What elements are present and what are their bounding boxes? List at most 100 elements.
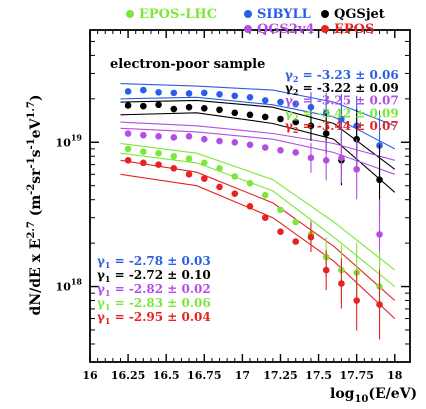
data-point <box>124 145 132 153</box>
legend-label: QGS2v4 <box>257 22 314 37</box>
legend-label: QGSjet <box>334 7 385 22</box>
data-point <box>200 159 208 167</box>
data-point <box>200 135 208 143</box>
data-point <box>307 122 315 130</box>
data-point <box>140 159 147 167</box>
data-point <box>200 89 208 97</box>
data-point <box>307 233 315 241</box>
electron-poor-annotation: electron-poor sample <box>110 57 265 72</box>
data-point <box>353 135 360 143</box>
data-point <box>170 134 178 141</box>
data-point <box>307 103 315 111</box>
model-curve-lower <box>120 127 395 175</box>
data-point <box>185 90 193 97</box>
data-point <box>231 138 239 146</box>
data-point <box>338 115 345 123</box>
data-point <box>185 133 193 140</box>
legend-label: SIBYLL <box>257 7 311 22</box>
data-point <box>170 165 178 172</box>
data-point <box>246 202 254 210</box>
model-curve-upper <box>120 83 395 127</box>
data-point <box>292 100 300 108</box>
model-curve-lower <box>120 112 396 193</box>
data-point <box>376 176 383 184</box>
gamma2-label: γ2 = -3.25 ± 0.07 <box>285 94 399 110</box>
data-point <box>246 179 254 187</box>
data-point <box>292 118 300 126</box>
data-point <box>170 152 178 160</box>
legend-marker <box>321 25 329 33</box>
data-point <box>246 111 254 119</box>
data-point <box>277 115 284 123</box>
gamma2-label: γ2 = -3.22 ± 0.09 <box>285 81 399 97</box>
data-point <box>261 144 269 151</box>
y-tick-label: 1018 <box>56 277 83 294</box>
gamma1-label: γ1 = -2.95 ± 0.04 <box>97 310 211 326</box>
data-point <box>155 101 162 109</box>
x-tick-label: 16.5 <box>153 369 180 382</box>
y-tick-label: 1019 <box>56 132 83 149</box>
x-tick-label: 17.5 <box>305 369 332 382</box>
data-point <box>140 148 147 156</box>
x-tick-label: 17.75 <box>339 369 373 382</box>
data-point <box>261 214 269 222</box>
model-curve-upper <box>120 121 395 161</box>
data-point <box>155 161 162 168</box>
data-point <box>170 105 178 113</box>
model-curve-lower <box>120 152 396 288</box>
data-point <box>292 238 300 245</box>
data-point <box>277 146 284 154</box>
data-point <box>124 130 132 137</box>
y-axis-label: dN/dE x E2.7 (m-2sr-1s-1eV1.7) <box>26 95 44 316</box>
x-tick-label: 16.25 <box>111 369 145 382</box>
data-point <box>155 133 162 140</box>
data-point <box>338 280 345 287</box>
data-point <box>140 131 147 139</box>
data-point <box>200 104 208 112</box>
data-point <box>216 137 223 145</box>
legend-label: EPOS <box>334 22 374 37</box>
gamma1-label: γ1 = -2.82 ± 0.02 <box>97 282 211 298</box>
data-points <box>124 86 383 340</box>
data-point <box>261 97 269 104</box>
legend: EPOS-LHC SIBYLL QGSjet QGS2v4 EPOS <box>126 7 385 37</box>
x-tick-label: 16.75 <box>187 369 221 382</box>
data-point <box>170 89 178 97</box>
data-point <box>277 98 284 106</box>
data-point <box>185 170 193 178</box>
model-curve-lower <box>120 173 396 320</box>
legend-marker <box>244 25 252 33</box>
legend-marker <box>321 10 329 18</box>
data-point <box>322 157 330 164</box>
x-tick-label: 17 <box>235 369 250 382</box>
data-point <box>200 175 208 182</box>
x-axis-label: log10(E/eV) <box>330 386 417 405</box>
legend-label: EPOS-LHC <box>139 7 217 22</box>
data-point <box>231 173 239 180</box>
data-point <box>353 297 360 304</box>
data-point <box>277 228 284 235</box>
data-point <box>231 190 239 198</box>
data-point <box>261 113 269 121</box>
data-point <box>231 92 239 100</box>
data-point <box>155 89 162 96</box>
x-tick-label: 16 <box>82 369 98 382</box>
data-point <box>292 149 300 156</box>
gamma2-label: γ2 = -3.44 ± 0.07 <box>285 119 399 135</box>
model-curve-upper <box>120 142 396 271</box>
gamma2-label: γ2 = -3.23 ± 0.06 <box>285 68 399 84</box>
x-tick-label: 18 <box>387 369 403 382</box>
gamma1-label: γ1 = -2.78 ± 0.03 <box>97 254 211 270</box>
data-point <box>292 218 300 226</box>
data-point <box>140 102 147 110</box>
gamma1-label: γ1 = -2.72 ± 0.10 <box>97 268 211 284</box>
data-point <box>307 154 315 162</box>
data-point <box>246 93 254 101</box>
data-point <box>216 183 223 191</box>
x-tick-label: 17.25 <box>263 369 297 382</box>
data-point <box>322 130 330 137</box>
data-point <box>124 157 132 164</box>
data-point <box>322 266 330 274</box>
data-point <box>185 155 193 162</box>
